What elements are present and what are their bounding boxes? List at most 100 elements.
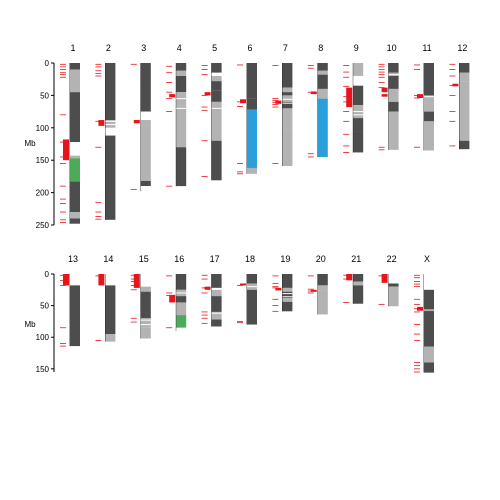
chromosome-label: 4 (177, 43, 182, 53)
chromosome-segment (211, 90, 222, 102)
chromosome-segment (70, 155, 80, 159)
chromosome-label: 10 (387, 43, 397, 53)
chromosome-segment (353, 118, 364, 132)
chromosome-label: 5 (212, 43, 217, 53)
chromosome-4: 4 (166, 43, 187, 187)
chromosome-segment (70, 274, 80, 286)
chromosome-1: 1 (60, 43, 80, 224)
chromosome-segment (317, 74, 328, 89)
chromosome-label: 22 (387, 254, 397, 264)
chromosome-label: 17 (210, 254, 220, 264)
chromosome-segment (140, 318, 151, 328)
chromosome-segment (424, 289, 434, 312)
chromosome-segment (176, 63, 187, 71)
chromosome-13: 13 (60, 254, 80, 347)
y-tick-label: 250 (36, 221, 50, 230)
red-highlight-mark (204, 92, 211, 96)
chromosome-segment (424, 362, 434, 373)
chromosome-label: 1 (70, 43, 75, 53)
red-highlight-mark (98, 120, 105, 126)
chromosome-2: 2 (95, 43, 116, 220)
chromosome-segment (211, 140, 222, 181)
chromosome-segment (211, 274, 222, 288)
red-highlight-mark (346, 274, 353, 281)
chromosome-segment (388, 101, 399, 112)
chromosome-6: 6 (237, 43, 257, 175)
chromosome-segment (353, 285, 364, 304)
chromosome-segment (317, 70, 328, 75)
chromosome-label: 12 (457, 43, 467, 53)
chromosome-segment (211, 289, 222, 297)
red-highlight-mark (346, 87, 353, 108)
chromosome-segment (105, 135, 116, 220)
chromosome-segment (353, 85, 364, 106)
chromosome-segment (140, 186, 151, 192)
chromosome-segment (247, 63, 257, 99)
chromosome-segment (247, 289, 257, 325)
red-highlight-mark (63, 139, 69, 161)
chromosome-segment (424, 111, 434, 122)
chromosome-segment (211, 319, 222, 327)
chromosome-14: 14 (95, 254, 116, 342)
chromosome-16: 16 (166, 254, 187, 331)
y-tick-label: 50 (40, 91, 49, 100)
chromosome-segment (176, 105, 187, 148)
chromosome-segment (176, 274, 187, 290)
chromosome-segment (140, 180, 151, 187)
chromosome-segment (140, 124, 151, 181)
y-tick-label: 0 (45, 270, 50, 279)
chromosome-label: 3 (141, 43, 146, 53)
chromosome-segment (70, 92, 80, 143)
chromosome-22: 22 (378, 254, 399, 307)
chromosome-17: 17 (201, 254, 222, 327)
chromosome-7: 7 (272, 43, 293, 167)
red-highlight-mark (381, 94, 388, 97)
chromosome-segment (247, 98, 257, 110)
chromosome-segment (140, 327, 151, 339)
red-highlight-mark (381, 274, 388, 283)
chromosome-label: 15 (139, 254, 149, 264)
chromosome-segment (176, 296, 187, 303)
chromosome-segment (105, 334, 116, 342)
red-highlight-mark (417, 94, 423, 98)
chromosome-segment (211, 72, 222, 76)
chromosome-label: 13 (68, 254, 78, 264)
chromosome-segment (282, 63, 293, 88)
chromosome-5: 5 (201, 43, 222, 181)
chromosome-segment (317, 98, 328, 157)
chromosome-segment (424, 121, 434, 151)
y-tick-label: 100 (36, 124, 50, 133)
chromosome-segment (105, 120, 116, 128)
chromosome-segment (282, 291, 293, 299)
chromosome-segment (70, 212, 80, 219)
chromosome-segment (140, 120, 151, 125)
chromosome-label: 20 (316, 254, 326, 264)
chromosome-label: 9 (354, 43, 359, 53)
chromosome-label: 14 (103, 254, 113, 264)
chromosome-label: 16 (174, 254, 184, 264)
chromosome-segment (424, 95, 434, 112)
chromosome-segment (140, 63, 151, 112)
red-highlight-mark (133, 274, 140, 288)
y-tick-label: 100 (36, 333, 50, 342)
chromosome-segment (176, 327, 187, 331)
chromosome-segment (353, 75, 364, 86)
chromosome-segment (424, 274, 434, 290)
chromosome-segment (282, 287, 293, 292)
chromosome-10: 10 (378, 43, 399, 151)
red-highlight-mark (240, 99, 246, 104)
chromosome-segment (176, 315, 187, 328)
chromosome-segment (70, 69, 80, 93)
red-highlight-mark (98, 274, 105, 286)
red-highlight-mark (310, 91, 317, 95)
chromosome-8: 8 (307, 43, 328, 158)
chromosome-segment (282, 92, 293, 96)
red-highlight-mark (133, 120, 140, 124)
chromosome-segment (247, 274, 257, 284)
chromosome-segment (211, 101, 222, 141)
chromosome-label: 21 (351, 254, 361, 264)
chromosome-segment (140, 274, 151, 287)
chromosome-segment (247, 167, 257, 174)
chromosome-segment (211, 311, 222, 320)
chromosome-segment (388, 283, 399, 287)
